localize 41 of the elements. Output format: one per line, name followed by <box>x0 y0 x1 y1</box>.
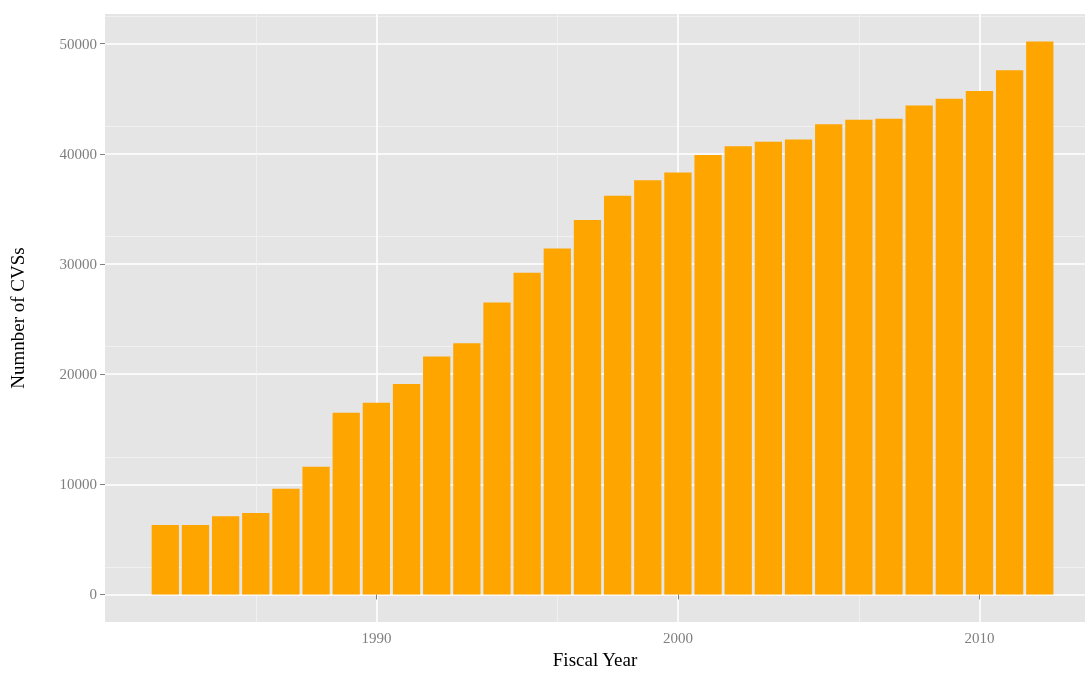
bar <box>694 154 722 595</box>
bar <box>302 466 330 595</box>
bar <box>513 272 541 595</box>
bar <box>905 105 933 595</box>
bar <box>664 172 692 595</box>
y-tick-label: 40000 <box>59 145 97 162</box>
bar <box>423 356 451 595</box>
y-tick-label: 30000 <box>59 256 97 273</box>
bar <box>724 146 752 595</box>
bar <box>543 248 571 595</box>
bar <box>875 118 903 595</box>
bar <box>1026 41 1054 595</box>
bar <box>362 402 391 595</box>
bar <box>181 525 210 595</box>
y-tick-label: 20000 <box>59 366 97 383</box>
bar <box>151 525 179 595</box>
bar <box>272 488 300 595</box>
bar <box>634 180 662 595</box>
bar <box>332 412 360 595</box>
x-axis-title: Fiscal Year <box>552 649 638 670</box>
x-tick-label: 2000 <box>662 629 693 646</box>
bar <box>754 141 783 595</box>
y-tick-label: 50000 <box>59 35 97 52</box>
bar <box>603 195 632 595</box>
y-tick-label: 10000 <box>59 476 97 493</box>
y-tick-label: 0 <box>89 586 97 603</box>
bar <box>965 91 994 595</box>
y-axis-title: Numnber of CVSs <box>7 247 28 389</box>
bar <box>784 139 813 595</box>
bar <box>935 98 963 595</box>
bar <box>211 516 240 595</box>
bar <box>995 70 1024 595</box>
bar <box>242 512 270 595</box>
x-tick-label: 2010 <box>964 629 995 646</box>
bar <box>573 219 602 595</box>
bar <box>392 384 421 595</box>
bar <box>815 124 843 595</box>
x-tick-label: 1990 <box>361 629 392 646</box>
bar <box>483 302 511 595</box>
bar <box>453 343 481 595</box>
bar <box>845 119 873 595</box>
